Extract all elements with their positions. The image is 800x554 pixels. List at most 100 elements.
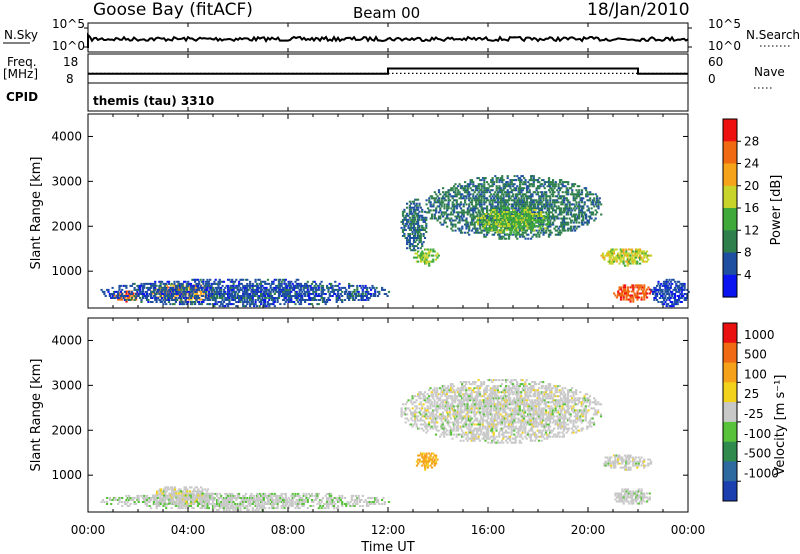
data-cell bbox=[272, 288, 275, 291]
data-cell bbox=[507, 225, 510, 228]
data-cell bbox=[633, 260, 636, 263]
data-cell bbox=[297, 507, 300, 510]
freq-series bbox=[88, 67, 688, 75]
data-cell bbox=[673, 295, 677, 297]
data-cell bbox=[442, 187, 445, 190]
data-cell bbox=[574, 213, 577, 216]
data-cell bbox=[451, 197, 454, 200]
data-cell bbox=[554, 195, 557, 198]
data-cell bbox=[349, 297, 352, 299]
data-cell bbox=[408, 229, 411, 231]
data-cell bbox=[564, 229, 567, 232]
data-cell bbox=[221, 303, 224, 306]
data-cell bbox=[654, 288, 657, 291]
data-cell bbox=[561, 203, 564, 206]
data-cell bbox=[150, 497, 153, 499]
data-cell bbox=[639, 248, 642, 251]
data-cell bbox=[183, 286, 186, 289]
data-cell bbox=[485, 223, 488, 226]
data-cell bbox=[136, 284, 139, 287]
data-cell bbox=[504, 215, 507, 217]
data-cell bbox=[535, 201, 538, 204]
data-cell bbox=[572, 197, 575, 200]
data-cell bbox=[343, 293, 347, 295]
data-cell bbox=[213, 295, 216, 297]
data-cell bbox=[414, 216, 417, 219]
data-cell bbox=[626, 256, 629, 259]
data-cell bbox=[564, 197, 567, 200]
data-cell bbox=[180, 288, 183, 291]
data-cell bbox=[144, 282, 147, 285]
data-cell bbox=[315, 492, 318, 495]
data-cell bbox=[578, 191, 581, 194]
data-cell bbox=[264, 280, 267, 283]
data-cell bbox=[505, 229, 508, 232]
data-cell bbox=[494, 199, 497, 202]
data-cell bbox=[220, 293, 223, 295]
data-cell bbox=[530, 199, 533, 202]
data-cell bbox=[680, 301, 683, 303]
data-cell bbox=[353, 299, 356, 301]
data-cell bbox=[676, 299, 679, 301]
data-cell bbox=[512, 185, 515, 188]
data-cell bbox=[552, 195, 555, 198]
data-cell bbox=[508, 237, 511, 240]
data-cell bbox=[469, 183, 472, 186]
data-cell bbox=[503, 209, 507, 212]
data-cell bbox=[568, 209, 571, 212]
data-cell bbox=[538, 219, 541, 222]
data-cell bbox=[587, 209, 590, 212]
data-cell bbox=[260, 501, 263, 503]
data-cell bbox=[643, 286, 646, 289]
data-cell bbox=[419, 235, 422, 237]
data-cell bbox=[214, 492, 217, 495]
data-cell bbox=[472, 209, 475, 212]
data-cell bbox=[466, 209, 469, 212]
data-cell bbox=[453, 223, 456, 226]
data-cell bbox=[421, 256, 424, 259]
data-cell bbox=[206, 297, 209, 299]
data-cell bbox=[446, 215, 449, 218]
data-cell bbox=[345, 505, 348, 507]
data-cell bbox=[477, 197, 480, 200]
data-cell bbox=[644, 294, 647, 297]
data-cell bbox=[313, 286, 316, 289]
data-cell bbox=[229, 286, 232, 289]
data-cell bbox=[451, 195, 454, 198]
data-cell bbox=[137, 494, 140, 497]
data-cell bbox=[484, 189, 487, 192]
data-cell bbox=[665, 278, 668, 281]
data-cell bbox=[261, 503, 264, 505]
data-cell bbox=[580, 207, 584, 210]
data-cell bbox=[473, 199, 476, 202]
data-cell bbox=[678, 290, 681, 293]
data-cell bbox=[214, 505, 217, 507]
data-cell bbox=[513, 187, 516, 190]
data-cell bbox=[228, 503, 231, 505]
data-cell bbox=[415, 256, 418, 259]
data-cell bbox=[299, 286, 303, 289]
data-cell bbox=[542, 179, 545, 182]
data-cell bbox=[486, 227, 489, 230]
data-cell bbox=[439, 217, 442, 220]
data-cell bbox=[518, 225, 521, 228]
data-cell bbox=[520, 197, 523, 200]
data-cell bbox=[410, 206, 413, 209]
data-cell bbox=[459, 185, 463, 188]
data-cell bbox=[191, 293, 194, 295]
data-cell bbox=[617, 252, 620, 255]
data-cell bbox=[432, 203, 435, 206]
data-cell bbox=[472, 183, 475, 186]
data-cell bbox=[558, 211, 562, 214]
data-cell bbox=[466, 231, 469, 234]
data-cell bbox=[284, 297, 287, 299]
data-cell bbox=[447, 207, 450, 210]
data-cell bbox=[253, 501, 256, 503]
data-cell bbox=[277, 501, 281, 503]
data-cell bbox=[487, 223, 491, 226]
data-cell bbox=[424, 258, 427, 261]
data-cell bbox=[239, 497, 242, 499]
data-cell bbox=[508, 199, 511, 202]
data-cell bbox=[554, 199, 557, 202]
data-cell bbox=[228, 501, 231, 503]
